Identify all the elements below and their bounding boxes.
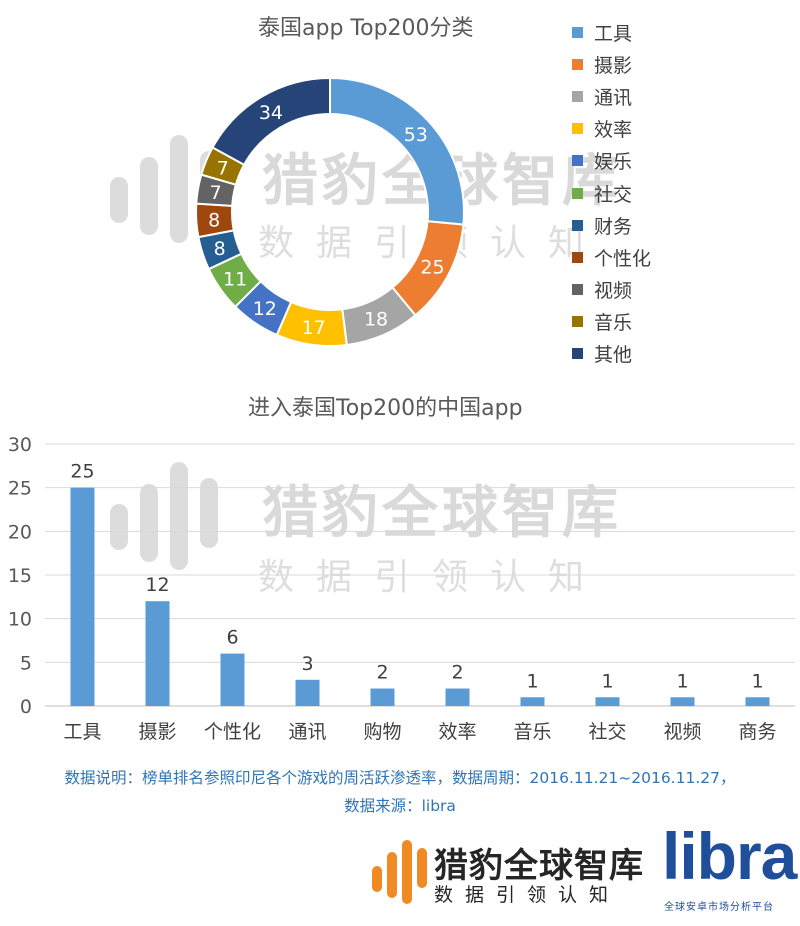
- legend-label: 摄影: [594, 54, 633, 77]
- bar-音乐: [520, 697, 545, 706]
- bar-商务: [745, 697, 770, 706]
- x-tick-label: 视频: [663, 721, 701, 743]
- x-tick-label: 音乐: [513, 721, 551, 743]
- legend-swatch: [572, 187, 583, 199]
- y-tick-label: 10: [8, 609, 32, 631]
- y-tick-label: 0: [20, 696, 32, 718]
- bar-通讯: [295, 679, 320, 706]
- bar-社交: [595, 697, 620, 706]
- bar-视频: [670, 697, 695, 706]
- legend-item: 其他: [572, 338, 651, 370]
- brand-subtitle: 数据引领认知: [434, 884, 621, 906]
- libra-logo: libra: [662, 819, 797, 893]
- donut-data-label: 17: [302, 317, 326, 339]
- legend-swatch: [572, 284, 583, 296]
- libra-subtitle: 全球安卓市场分析平台: [664, 902, 774, 913]
- bar-购物: [370, 688, 395, 706]
- legend-label: 财务: [594, 215, 633, 238]
- legend-label: 工具: [594, 22, 633, 45]
- donut-data-label: 25: [420, 256, 444, 278]
- legend-swatch: [572, 251, 583, 263]
- legend-label: 音乐: [594, 312, 633, 335]
- legend-item: 个性化: [572, 241, 651, 273]
- donut-data-label: 11: [223, 269, 247, 291]
- legend-label: 其他: [594, 344, 633, 367]
- donut-legend: 工具摄影通讯效率娱乐社交财务个性化视频音乐其他: [572, 16, 651, 370]
- y-tick-label: 15: [8, 565, 32, 587]
- legend-swatch: [572, 348, 583, 360]
- legend-label: 个性化: [594, 247, 652, 270]
- data-note-line1: 数据说明：榜单排名参照印尼各个游戏的周活跃渗透率，数据周期：2016.11.21…: [64, 769, 736, 787]
- donut-data-label: 18: [364, 308, 388, 330]
- bar-效率: [445, 688, 470, 706]
- donut-data-label: 8: [208, 209, 220, 231]
- legend-item: 效率: [572, 113, 651, 145]
- legend-swatch: [572, 219, 583, 231]
- bar-data-label: 25: [70, 461, 94, 483]
- bar-个性化: [220, 653, 245, 706]
- legend-item: 视频: [572, 274, 651, 306]
- legend-swatch: [572, 26, 583, 38]
- x-tick-label: 商务: [738, 721, 776, 743]
- bar-data-label: 12: [145, 574, 169, 596]
- y-tick-label: 25: [8, 478, 32, 500]
- bar-摄影: [145, 601, 170, 706]
- legend-item: 音乐: [572, 306, 651, 338]
- bar-data-label: 2: [451, 662, 463, 684]
- legend-item: 娱乐: [572, 145, 651, 177]
- y-tick-label: 20: [8, 521, 32, 543]
- donut-data-label: 7: [210, 182, 222, 204]
- bar-工具: [70, 487, 95, 706]
- y-tick-label: 5: [20, 652, 32, 674]
- brand-title: 猎豹全球智库: [434, 846, 644, 886]
- bar-data-label: 6: [226, 627, 238, 649]
- legend-label: 娱乐: [594, 151, 633, 174]
- legend-swatch: [572, 316, 583, 328]
- donut-chart: 53 25 18 17 12 11 8 8 77 34: [195, 76, 465, 347]
- x-tick-label: 工具: [63, 721, 101, 743]
- donut-slice-其他: [211, 76, 331, 167]
- bar-data-label: 1: [601, 670, 613, 692]
- cheetah-logo-icon: [372, 840, 427, 904]
- donut-slice-工具: [329, 76, 465, 226]
- legend-item: 通讯: [572, 80, 651, 112]
- legend-label: 视频: [594, 280, 633, 303]
- legend-swatch: [572, 155, 583, 167]
- legend-label: 通讯: [594, 86, 633, 109]
- donut-data-label: 8: [214, 238, 226, 260]
- legend-item: 社交: [572, 177, 651, 209]
- x-tick-label: 购物: [363, 721, 401, 743]
- donut-data-label: 12: [253, 298, 277, 320]
- legend-swatch: [572, 90, 583, 102]
- bar-data-label: 1: [526, 670, 538, 692]
- y-tick-label: 30: [8, 434, 32, 456]
- legend-label: 效率: [594, 119, 633, 142]
- legend-swatch: [572, 123, 583, 135]
- donut-data-label: 34: [259, 102, 283, 124]
- legend-item: 摄影: [572, 48, 651, 80]
- bar-chart: 0 5 10 15 20 25 30 25 工具 12 摄影 6 个性化 3 通讯 2 购物 2 效率 1 音乐 1 社交 1…: [8, 434, 795, 743]
- bar-data-label: 2: [376, 662, 388, 684]
- x-tick-label: 社交: [588, 721, 626, 743]
- donut-data-label: 53: [404, 124, 428, 146]
- donut-chart-title: 泰国app Top200分类: [258, 16, 474, 41]
- x-tick-label: 效率: [438, 721, 476, 743]
- x-tick-label: 通讯: [288, 721, 326, 743]
- legend-label: 社交: [594, 183, 633, 206]
- bar-chart-title: 进入泰国Top200的中国app: [248, 396, 523, 421]
- bar-data-label: 3: [301, 653, 313, 675]
- donut-data-label: 7: [217, 158, 229, 180]
- bar-data-label: 1: [751, 670, 763, 692]
- x-tick-label: 个性化: [204, 721, 261, 743]
- data-note-line2: 数据来源：libra: [344, 797, 456, 815]
- x-tick-label: 摄影: [138, 721, 176, 743]
- legend-swatch: [572, 58, 583, 70]
- bar-data-label: 1: [676, 670, 688, 692]
- legend-item: 财务: [572, 209, 651, 241]
- legend-item: 工具: [572, 16, 651, 48]
